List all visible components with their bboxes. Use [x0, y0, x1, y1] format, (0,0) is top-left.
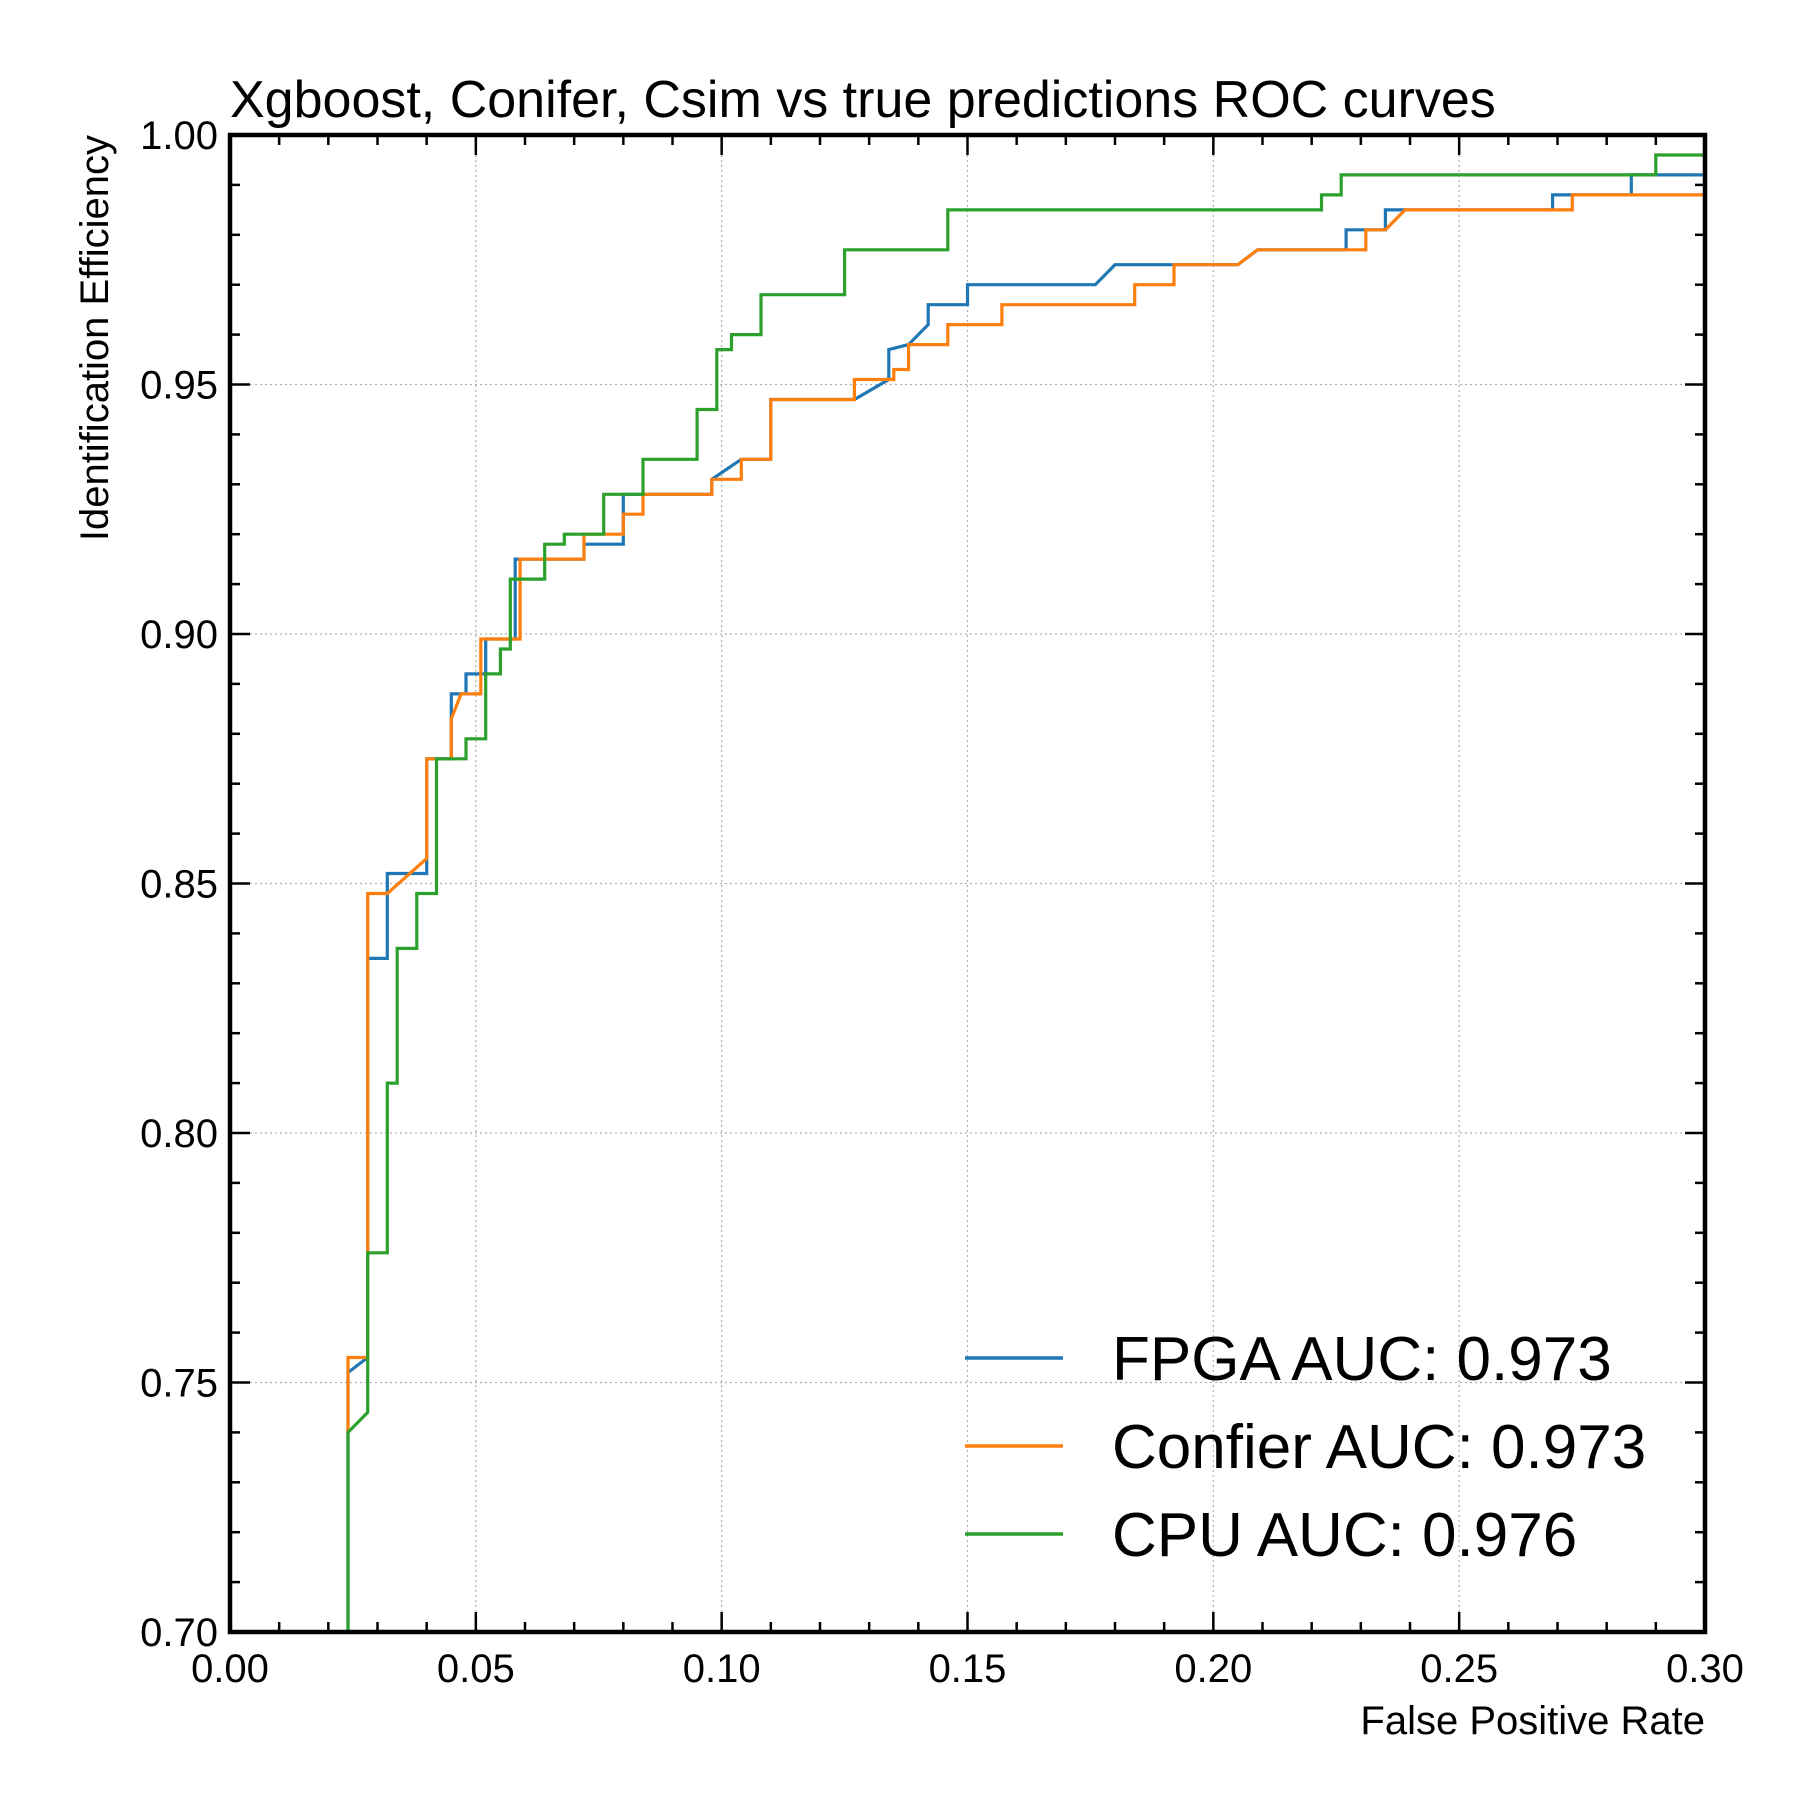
legend-label: CPU AUC: 0.976: [1112, 1501, 1577, 1570]
x-tick-label: 0.00: [191, 1647, 269, 1691]
y-tick-label: 0.90: [140, 613, 218, 657]
chart-title: Xgboost, Conifer, Csim vs true predictio…: [230, 71, 1496, 129]
grid-layer: [230, 135, 1705, 1632]
y-tick-label: 1.00: [140, 114, 218, 158]
y-tick-label: 0.85: [140, 863, 218, 907]
legend-label: Confier AUC: 0.973: [1112, 1413, 1646, 1482]
x-axis-label: False Positive Rate: [1360, 1699, 1705, 1743]
x-tick-label: 0.30: [1666, 1647, 1744, 1691]
legend-label: FPGA AUC: 0.973: [1112, 1325, 1612, 1394]
x-tick-label: 0.05: [437, 1647, 515, 1691]
y-tick-label: 0.75: [140, 1362, 218, 1406]
y-tick-label: 0.80: [140, 1112, 218, 1156]
x-tick-label: 0.20: [1174, 1647, 1252, 1691]
y-tick-label: 0.70: [140, 1611, 218, 1655]
y-axis-label: Identification Efficiency: [73, 135, 117, 541]
legend: FPGA AUC: 0.973 Confier AUC: 0.973 CPU AUC…: [965, 1325, 1646, 1570]
x-tick-label: 0.10: [683, 1647, 761, 1691]
series-line-3: [346, 153, 1705, 1632]
y-tick-label: 0.95: [140, 364, 218, 408]
label-layer: 0.00 0.05 0.10 0.15 0.20 0.25 0.30 0.70 0.75 0.80…: [140, 114, 1744, 1691]
plot-frame: [227, 132, 1708, 1635]
x-tick-label: 0.15: [929, 1647, 1007, 1691]
x-tick-label: 0.25: [1420, 1647, 1498, 1691]
series-layer: [346, 153, 1705, 1632]
series-line-2: [346, 193, 1705, 1433]
